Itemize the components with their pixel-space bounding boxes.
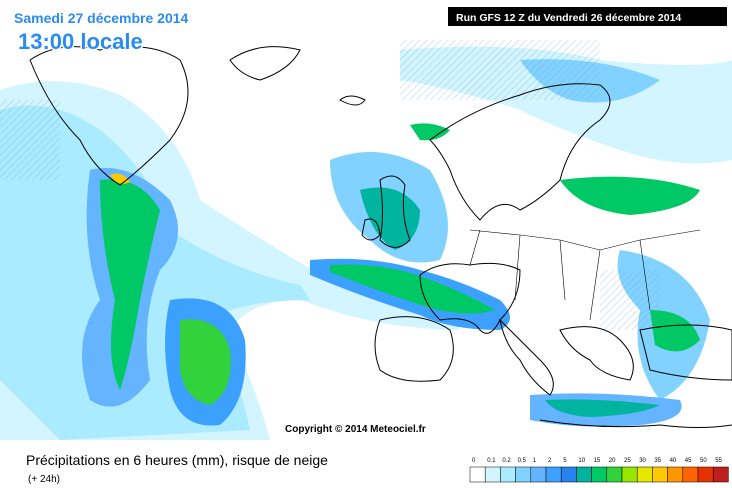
run: Run GFS 12 Z du Vendredi 26 décembre 201… (456, 12, 681, 24)
legend-label: 0.1 (487, 458, 496, 464)
legend-swatch (530, 466, 547, 483)
legend-label: 5 (563, 458, 567, 464)
legend-label: 30 (639, 458, 646, 464)
legend-label: 0 (472, 458, 476, 464)
legend-label: 55 (715, 458, 722, 464)
legend-swatch (500, 466, 516, 483)
legend-label: 15 (594, 458, 601, 464)
legend-label: 2 (548, 458, 552, 464)
legend-label: 50 (700, 458, 707, 464)
map (0, 40, 732, 440)
legend-swatch (697, 466, 714, 483)
copyright: Copyright © 2014 Meteociel.fr (285, 424, 426, 435)
date: Samedi 27 décembre 2014 (14, 10, 189, 26)
legend-label: 10 (578, 458, 585, 464)
legend-label: 35 (654, 458, 661, 464)
legend-swatch (484, 466, 501, 483)
legend-swatch (606, 466, 623, 483)
legend-swatch (667, 466, 684, 483)
legend-label: 20 (609, 458, 616, 464)
legend-swatch (576, 466, 592, 483)
footer-title: Précipitations en 6 heures (mm), risque … (26, 452, 328, 468)
legend-swatch (469, 466, 486, 483)
legend: 0 0.1 0.2 0.5 1 2 5 10 15 20 25 30 35 40 45 50 55 (469, 458, 729, 483)
legend-swatch (621, 466, 638, 483)
legend-swatch (545, 466, 562, 483)
legend-label: 45 (685, 458, 692, 464)
legend-label: 0.5 (518, 458, 527, 464)
legend-swatch (515, 466, 532, 483)
legend-swatch (682, 466, 699, 483)
footer-lead: (+ 24h) (28, 474, 60, 485)
legend-swatch (712, 466, 729, 483)
legend-swatch (591, 466, 608, 483)
run-box (448, 7, 727, 26)
time: 13:00 locale (18, 29, 143, 54)
legend-swatch (560, 466, 577, 483)
legend-label: 1 (533, 458, 537, 464)
legend-swatch (652, 466, 668, 483)
legend-swatch (636, 466, 653, 483)
legend-label: 25 (624, 458, 631, 464)
legend-label: 40 (670, 458, 677, 464)
legend-label: 0.2 (502, 458, 511, 464)
